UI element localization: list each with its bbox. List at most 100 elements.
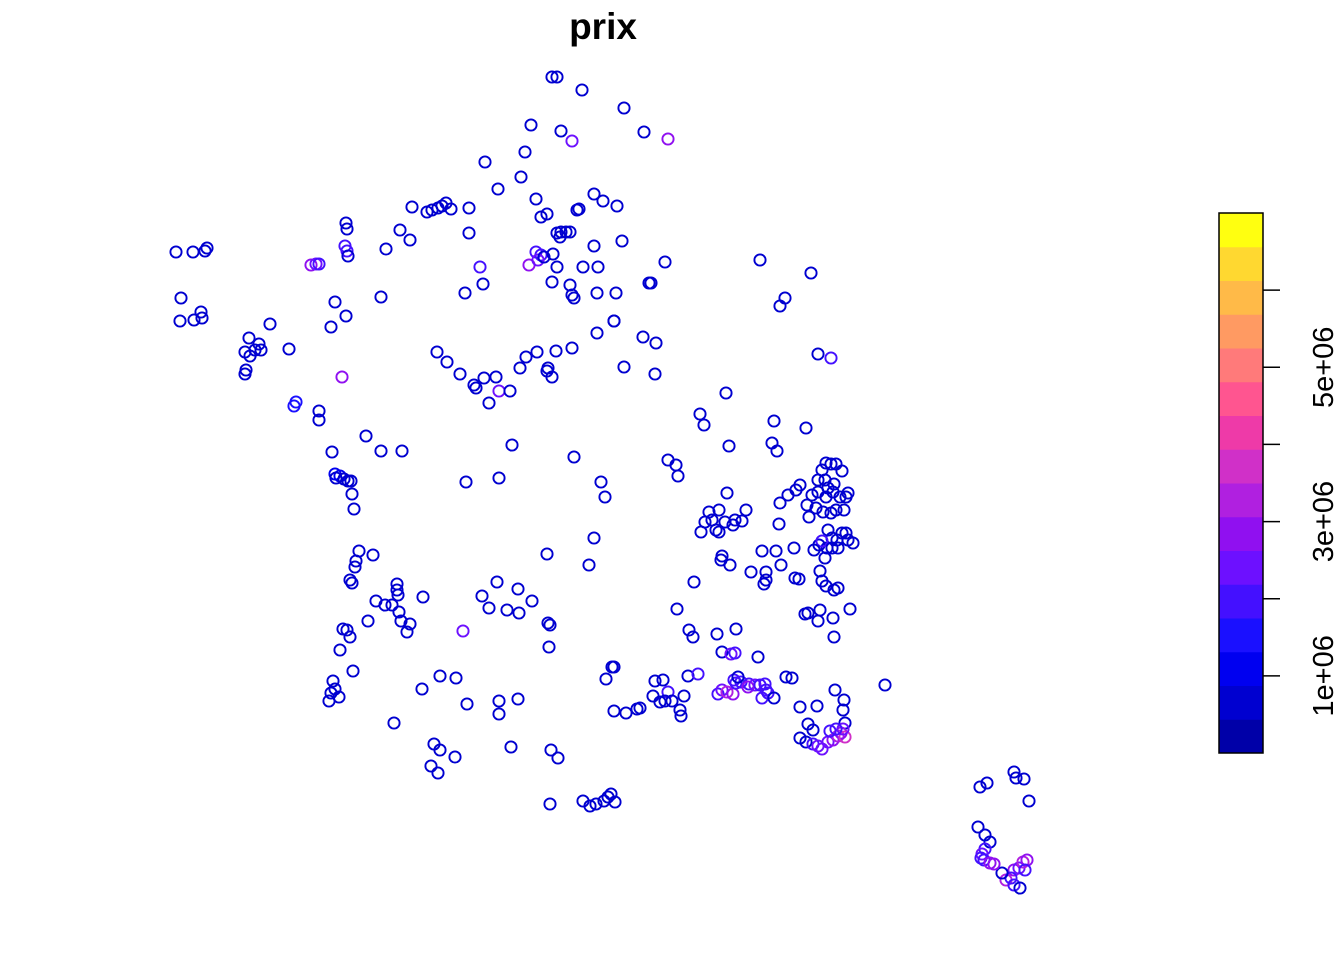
data-point: [800, 498, 814, 512]
data-point: [477, 371, 491, 385]
data-point: [541, 361, 555, 375]
data-point: [551, 751, 565, 765]
data-point: [686, 630, 700, 644]
data-point: [567, 450, 581, 464]
data-point: [827, 477, 841, 491]
data-point: [393, 223, 407, 237]
data-point: [826, 611, 840, 625]
data-point: [458, 286, 472, 300]
data-point: [341, 249, 355, 263]
data-point: [529, 192, 543, 206]
data-point: [448, 750, 462, 764]
data-point: [512, 606, 526, 620]
data-point: [824, 351, 838, 365]
data-point: [741, 680, 755, 694]
data-point: [836, 722, 850, 736]
data-point: [644, 276, 658, 290]
data-point: [254, 343, 268, 357]
data-point: [744, 565, 758, 579]
data-point: [720, 685, 734, 699]
data-point: [646, 689, 660, 703]
data-point: [339, 216, 353, 230]
data-point: [476, 277, 490, 291]
data-point: [731, 670, 745, 684]
data-point: [500, 603, 514, 617]
data-point: [590, 286, 604, 300]
colorbar-segment: [1219, 348, 1263, 383]
data-point: [282, 342, 296, 356]
data-point: [809, 501, 823, 515]
data-point: [878, 678, 892, 692]
colorbar-border: [1218, 212, 1264, 754]
data-point: [825, 541, 839, 555]
data-point: [587, 187, 601, 201]
data-point: [563, 225, 577, 239]
data-point: [415, 682, 429, 696]
data-point: [440, 355, 454, 369]
data-point: [816, 505, 830, 519]
colorbar-segment: [1219, 651, 1263, 686]
data-point: [349, 554, 363, 568]
data-point: [758, 677, 772, 691]
data-point: [594, 475, 608, 489]
data-point: [682, 623, 696, 637]
data-point: [460, 697, 474, 711]
data-point: [433, 743, 447, 757]
data-point: [482, 601, 496, 615]
data-point: [831, 581, 845, 595]
data-point: [787, 541, 801, 555]
data-point: [567, 291, 581, 305]
chart-title: prix: [569, 6, 637, 47]
data-point: [524, 118, 538, 132]
data-point: [312, 413, 326, 427]
data-point: [670, 602, 684, 616]
data-point: [543, 618, 557, 632]
data-point: [720, 486, 734, 500]
data-point: [366, 548, 380, 562]
data-point: [995, 866, 1009, 880]
data-point: [823, 724, 837, 738]
data-point: [773, 496, 787, 510]
data-point: [607, 704, 621, 718]
data-point: [617, 360, 631, 374]
data-point: [829, 722, 843, 736]
data-point: [187, 313, 201, 327]
data-point: [304, 258, 318, 272]
data-point: [326, 674, 340, 688]
data-point: [617, 101, 631, 115]
data-point: [475, 589, 489, 603]
data-point: [453, 367, 467, 381]
data-point: [546, 247, 560, 261]
data-point: [540, 207, 554, 221]
data-point: [587, 239, 601, 253]
data-point: [824, 457, 838, 471]
data-point: [416, 590, 430, 604]
data-point: [828, 683, 842, 697]
data-point: [665, 694, 679, 708]
data-point: [729, 622, 743, 636]
data-point: [697, 418, 711, 432]
data-point: [637, 125, 651, 139]
data-point: [661, 132, 675, 146]
data-point: [772, 517, 786, 531]
data-point: [238, 367, 252, 381]
data-point: [802, 510, 816, 524]
data-point: [390, 583, 404, 597]
data-point: [691, 667, 705, 681]
data-point: [846, 536, 860, 550]
data-point: [194, 305, 208, 319]
data-point: [478, 155, 492, 169]
data-point: [819, 456, 833, 470]
data-point: [444, 202, 458, 216]
data-point: [799, 735, 813, 749]
data-point: [658, 694, 672, 708]
colorbar-segment: [1219, 584, 1263, 619]
data-point: [195, 311, 209, 325]
data-point: [329, 471, 343, 485]
data-point: [378, 598, 392, 612]
data-point: [391, 588, 405, 602]
data-point: [838, 730, 852, 744]
data-point: [576, 260, 590, 274]
data-point: [729, 676, 743, 690]
data-point: [693, 407, 707, 421]
